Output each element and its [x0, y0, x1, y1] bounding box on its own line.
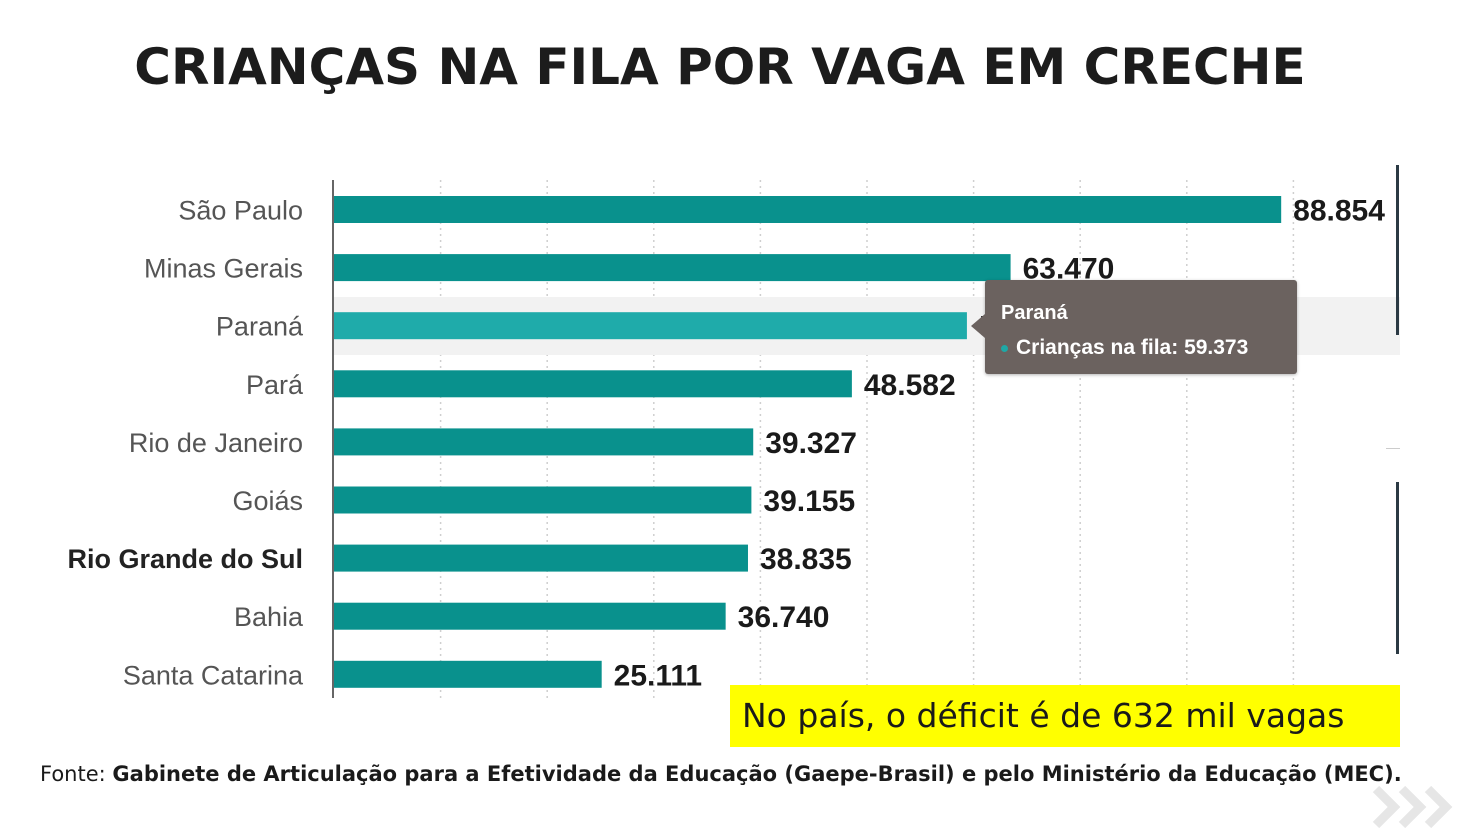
chart-title: CRIANÇAS NA FILA POR VAGA EM CRECHE: [134, 38, 1306, 96]
tooltip-title: Paraná: [1001, 302, 1068, 324]
tooltip-arrow: [971, 314, 985, 338]
bar[interactable]: [334, 196, 1282, 223]
category-label: São Paulo: [178, 196, 303, 226]
category-label: Bahia: [234, 602, 304, 632]
deficit-callout: No país, o déficit é de 632 mil vagas: [730, 685, 1400, 747]
value-label: 36.740: [738, 601, 830, 634]
tooltip: Paraná Crianças na fila: 59.373: [971, 280, 1297, 374]
value-label: 88.854: [1293, 195, 1385, 228]
source-note: Fonte: Gabinete de Articulação para a Ef…: [40, 762, 1402, 786]
edge-line: [1386, 448, 1400, 449]
value-label: 39.327: [765, 427, 857, 460]
value-label: 48.582: [864, 369, 956, 402]
series-dot-icon: [1001, 344, 1008, 352]
bar[interactable]: [334, 660, 602, 688]
value-label: 25.111: [614, 659, 702, 692]
edge-line: [1396, 482, 1399, 654]
value-label: 38.835: [760, 543, 852, 576]
category-label: Rio de Janeiro: [129, 428, 303, 458]
category-label: Goiás: [232, 486, 303, 516]
edge-line: [1396, 165, 1399, 335]
category-label: Paraná: [216, 312, 304, 342]
bar[interactable]: [334, 312, 967, 340]
source-prefix: Fonte:: [40, 762, 113, 786]
tooltip-value: 59.373: [1184, 336, 1249, 359]
category-label: Minas Gerais: [144, 254, 303, 284]
source-text: Gabinete de Articulação para a Efetivida…: [112, 762, 1402, 786]
triple-chevron-right-icon: [1372, 785, 1453, 829]
tooltip-row: Crianças na fila: 59.373: [1001, 336, 1248, 360]
category-label: Rio Grande do Sul: [67, 544, 303, 574]
bar[interactable]: [334, 602, 726, 630]
bar[interactable]: [334, 486, 752, 514]
category-label: Santa Catarina: [123, 660, 304, 690]
bar[interactable]: [334, 428, 754, 456]
bar[interactable]: [334, 544, 748, 572]
bar[interactable]: [334, 370, 852, 398]
bar[interactable]: [334, 254, 1011, 282]
tooltip-series-label: Crianças na fila: [1016, 336, 1172, 359]
value-label: 39.155: [763, 485, 855, 518]
category-label: Pará: [246, 370, 304, 400]
